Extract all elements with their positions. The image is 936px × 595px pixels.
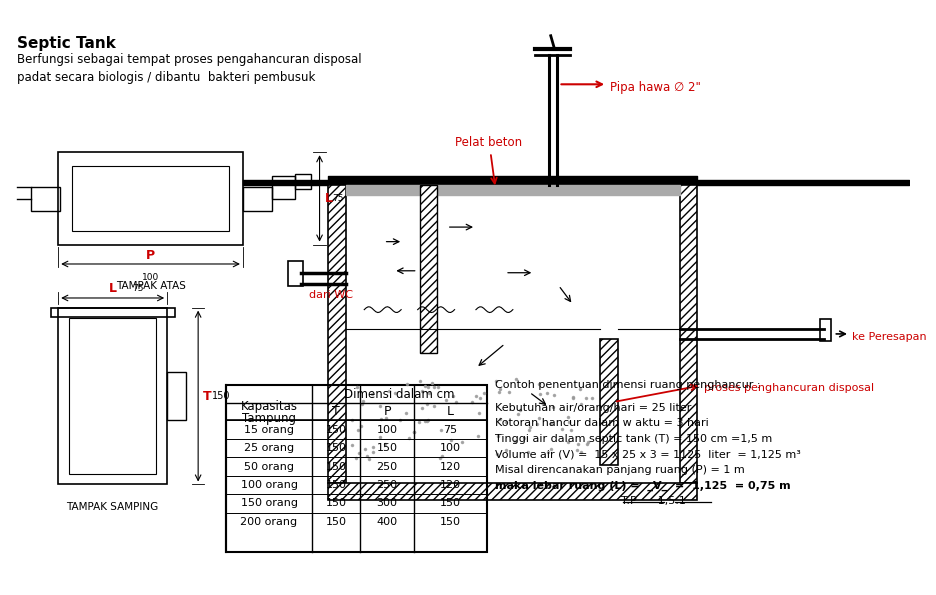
Text: 150: 150 bbox=[440, 517, 461, 527]
Bar bbox=[58, 308, 167, 484]
Bar bbox=[58, 152, 242, 245]
Text: L: L bbox=[446, 405, 454, 418]
Bar bbox=[329, 483, 697, 500]
Text: 150: 150 bbox=[326, 425, 346, 434]
Text: Pipa hawa ∅ 2": Pipa hawa ∅ 2" bbox=[610, 81, 701, 93]
Text: 150: 150 bbox=[440, 499, 461, 508]
Bar bbox=[288, 261, 303, 286]
Text: 15 orang: 15 orang bbox=[244, 425, 294, 434]
Text: Kotoran hancur dalam w aktu = 3 hari: Kotoran hancur dalam w aktu = 3 hari bbox=[495, 418, 709, 428]
Text: dari WC: dari WC bbox=[309, 290, 353, 300]
Bar bbox=[69, 318, 156, 474]
Text: TAMPAK ATAS: TAMPAK ATAS bbox=[116, 281, 185, 292]
Text: 200 orang: 200 orang bbox=[241, 517, 298, 527]
Text: 100: 100 bbox=[376, 425, 398, 434]
Text: 75: 75 bbox=[132, 284, 143, 293]
Text: 25 orang: 25 orang bbox=[244, 443, 294, 453]
Bar bbox=[600, 339, 618, 465]
Bar bbox=[419, 185, 437, 353]
Text: Misal direncanakan panjang ruang (P) = 1 m: Misal direncanakan panjang ruang (P) = 1… bbox=[495, 465, 745, 475]
Text: 50 orang: 50 orang bbox=[244, 462, 294, 471]
Text: T.P      1,5.1: T.P 1,5.1 bbox=[495, 496, 686, 506]
Text: TAMPAK SAMPING: TAMPAK SAMPING bbox=[66, 502, 159, 512]
Text: Volume air (V) =  15 x 25 x 3 = 1125  liter  = 1,125 m³: Volume air (V) = 15 x 25 x 3 = 1125 lite… bbox=[495, 449, 801, 459]
Text: T: T bbox=[203, 390, 212, 403]
Bar bbox=[31, 187, 60, 211]
Text: 120: 120 bbox=[440, 462, 461, 471]
Text: Kebutuhan air/orang/hari = 25 liter: Kebutuhan air/orang/hari = 25 liter bbox=[495, 403, 692, 413]
Text: 100: 100 bbox=[142, 273, 159, 281]
Text: L: L bbox=[325, 192, 332, 205]
Text: 300: 300 bbox=[376, 499, 398, 508]
Text: Contoh penentuan dimensi ruang penghancur :: Contoh penentuan dimensi ruang penghancu… bbox=[495, 380, 761, 390]
Text: Berfungsi sebagai tempat proses pengahancuran disposal
padat secara biologis / d: Berfungsi sebagai tempat proses pengahan… bbox=[18, 53, 362, 84]
Text: Tampung: Tampung bbox=[242, 412, 296, 425]
Bar bbox=[51, 308, 175, 317]
Text: Pelat beton: Pelat beton bbox=[455, 136, 521, 149]
Text: 100: 100 bbox=[440, 443, 461, 453]
Text: Septic Tank: Septic Tank bbox=[18, 36, 116, 51]
Text: P: P bbox=[146, 249, 155, 262]
Text: maka lebar ruang (L) =  _V_  =  1,125  = 0,75 m: maka lebar ruang (L) = _V_ = 1,125 = 0,7… bbox=[495, 481, 791, 491]
Text: 150: 150 bbox=[212, 391, 230, 401]
Text: P: P bbox=[384, 405, 391, 418]
Bar bbox=[272, 176, 295, 199]
Text: 150: 150 bbox=[326, 480, 346, 490]
Bar bbox=[295, 174, 311, 189]
Text: Dimensi dalam cm: Dimensi dalam cm bbox=[344, 388, 455, 400]
Bar bbox=[820, 320, 831, 341]
Text: 150: 150 bbox=[326, 499, 346, 508]
Text: 100 orang: 100 orang bbox=[241, 480, 298, 490]
Text: ke Peresapan: ke Peresapan bbox=[852, 332, 927, 342]
Text: L: L bbox=[109, 282, 117, 295]
Text: proses penghancuran disposal: proses penghancuran disposal bbox=[704, 383, 874, 393]
Text: Tinggi air dalam septic tank (T) = 150 cm =1,5 m: Tinggi air dalam septic tank (T) = 150 c… bbox=[495, 434, 772, 444]
Text: 75: 75 bbox=[332, 194, 344, 203]
Text: 150: 150 bbox=[326, 517, 346, 527]
Text: 400: 400 bbox=[376, 517, 398, 527]
Bar bbox=[72, 166, 229, 231]
Text: 150 orang: 150 orang bbox=[241, 499, 298, 508]
Text: T: T bbox=[332, 405, 340, 418]
Text: 120: 120 bbox=[440, 480, 461, 490]
Bar bbox=[167, 372, 186, 421]
Bar bbox=[680, 185, 697, 483]
Text: 75: 75 bbox=[443, 425, 458, 434]
Bar bbox=[227, 386, 487, 553]
Bar bbox=[242, 187, 272, 211]
Text: 150: 150 bbox=[326, 462, 346, 471]
Text: Kapasitas: Kapasitas bbox=[241, 400, 298, 414]
Text: 250: 250 bbox=[376, 462, 398, 471]
Text: 150: 150 bbox=[326, 443, 346, 453]
Bar bbox=[329, 185, 345, 483]
Text: 250: 250 bbox=[376, 480, 398, 490]
Text: 150: 150 bbox=[376, 443, 398, 453]
